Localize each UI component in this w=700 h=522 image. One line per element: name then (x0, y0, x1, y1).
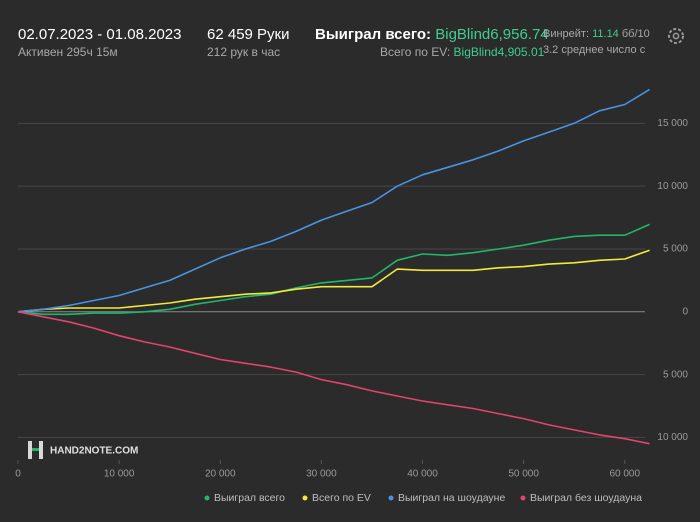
average: 3.2 среднее число с (543, 44, 646, 56)
legend-label: Всего по EV (312, 492, 371, 504)
gear-center[interactable] (672, 32, 680, 40)
gear-icon[interactable] (668, 28, 684, 44)
watermark: HAND2NOTE.COM (28, 441, 138, 459)
legend-dot (388, 495, 394, 501)
won-total: Выиграл всего: BigBlind6,956.74 (315, 26, 549, 43)
watermark-text: HAND2NOTE.COM (50, 446, 138, 457)
series-line (17, 249, 650, 313)
winrate-unit: бб/10 (622, 28, 650, 40)
x-tick-label: 10 000 (104, 469, 135, 480)
x-tick-label: 30 000 (306, 469, 337, 480)
y-tick-label: 15 000 (657, 118, 688, 129)
ev-value: BigBlind4,905.01 (454, 45, 545, 59)
logo-bar (32, 448, 39, 451)
hands: 62 459 Руки (207, 26, 290, 43)
legend-dot (302, 495, 308, 501)
winrate: Винрейт: 11.14 бб/10 (543, 28, 650, 40)
winrate-label: Винрейт: (543, 28, 589, 40)
y-tick-label: 5 000 (663, 244, 688, 255)
series-line (17, 88, 651, 313)
legend-label: Выиграл без шоудауна (530, 492, 642, 504)
y-tick-label: 5 000 (663, 369, 688, 380)
winrate-value: 11.14 (592, 28, 619, 40)
x-tick-label: 60 000 (609, 469, 640, 480)
header: 02.07.2023 - 01.08.2023 Активен 295ч 15м… (18, 26, 650, 59)
x-tick-label: 40 000 (407, 469, 438, 480)
ev-label: Всего по EV: (380, 45, 450, 59)
y-tick-label: 0 (682, 306, 688, 317)
series-line (17, 311, 650, 445)
active-time: Активен 295ч 15м (18, 45, 118, 59)
plot: 10 000 5 000 0 5 000 10 000 15 000 0 10 000 20 0… (15, 88, 688, 480)
legend-dot (204, 495, 210, 501)
ev-total: Всего по EV: BigBlind4,905.01 (380, 45, 545, 59)
x-tick-label: 20 000 (205, 469, 236, 480)
y-tick-label: 10 000 (657, 432, 688, 443)
won-value: BigBlind6,956.74 (435, 26, 548, 43)
settings-button[interactable] (668, 28, 684, 44)
x-tick-label: 0 (15, 469, 21, 480)
x-tick-label: 50 000 (508, 469, 539, 480)
y-tick-label: 10 000 (657, 181, 688, 192)
legend-label: Выиграл на шоудауне (398, 492, 505, 504)
legend-dot (520, 495, 526, 501)
legend-label: Выиграл всего (214, 492, 285, 504)
hands-per-hour: 212 рук в час (207, 45, 280, 59)
series-line (17, 223, 650, 316)
logo-bar (28, 441, 32, 459)
period: 02.07.2023 - 01.08.2023 (18, 26, 181, 43)
logo-bar (39, 441, 43, 459)
won-label: Выиграл всего: (315, 26, 431, 43)
